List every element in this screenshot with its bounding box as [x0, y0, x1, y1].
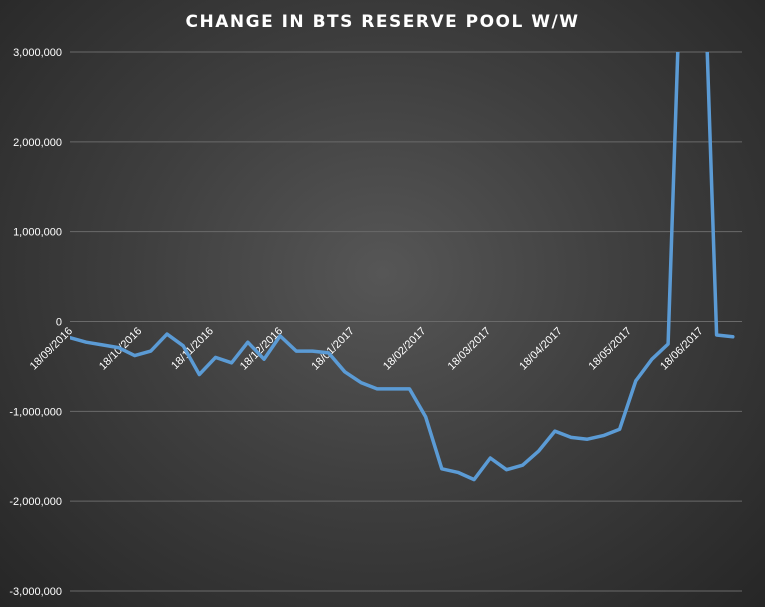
series-line: [70, 52, 735, 482]
series-layer: [70, 52, 735, 482]
y-tick-label: 0: [56, 317, 62, 329]
gridlines: [70, 51, 742, 592]
x-tick-label: 18/02/2017: [381, 325, 428, 372]
x-axis-ticks: 18/09/2016 18/10/2016 18/11/2016 18/12/2016…: [28, 325, 706, 372]
x-tick-label: 18/03/2017: [446, 325, 493, 372]
y-tick-label: 2,000,000: [13, 137, 62, 149]
x-tick-label: 18/04/2017: [517, 325, 564, 372]
y-tick-label: -2,000,000: [9, 496, 62, 508]
y-axis-ticks: 3,000,000 2,000,000 1,000,000 0 -1,000,000 -2…: [9, 47, 62, 598]
x-tick-label: 18/05/2017: [587, 325, 634, 372]
y-tick-label: -1,000,000: [9, 406, 62, 418]
y-tick-label: 3,000,000: [13, 47, 62, 59]
x-tick-label: 18/01/2017: [309, 325, 356, 372]
y-tick-label: -3,000,000: [9, 586, 62, 598]
x-tick-label: 18/12/2016: [238, 325, 285, 372]
y-tick-label: 1,000,000: [13, 227, 62, 239]
x-tick-label: 18/09/2016: [28, 325, 75, 372]
chart-title: CHANGE IN BTS RESERVE POOL W/W: [185, 12, 580, 32]
